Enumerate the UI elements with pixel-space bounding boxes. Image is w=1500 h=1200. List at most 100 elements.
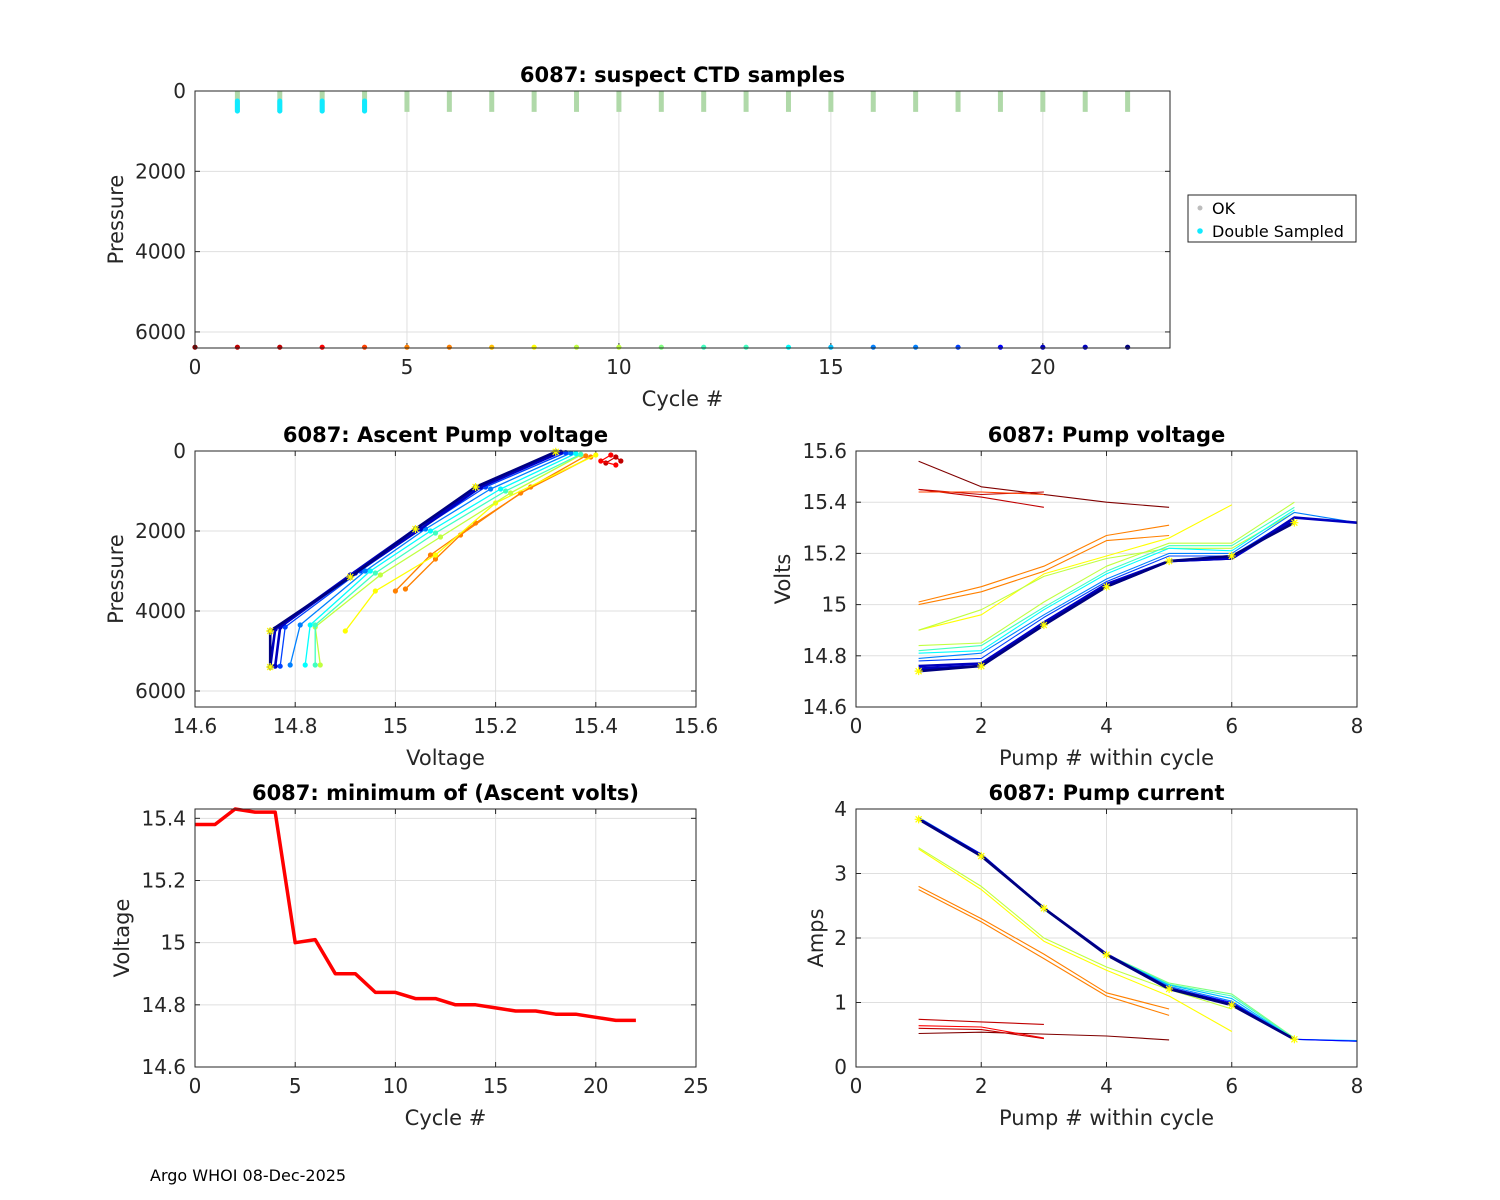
series-point xyxy=(402,586,409,592)
series-point xyxy=(583,453,589,459)
series-line-cycle-2 xyxy=(918,1027,1044,1040)
series-line-cycle-10 xyxy=(918,501,1295,647)
series-line-cycle-16 xyxy=(289,452,572,666)
profile-end-point xyxy=(658,344,664,350)
series-point xyxy=(392,588,398,594)
profile-end-point xyxy=(955,344,961,350)
chart-ascent: 14.6 14.8 15 15.2 15.4 15.6 0 2000 4000 6000 6087:… xyxy=(104,423,718,770)
latest-cycle-star-marker xyxy=(914,667,923,676)
x-tick-label: 15.2 xyxy=(473,714,518,738)
x-tick-label: 14.6 xyxy=(173,714,218,738)
y-tick-label: 2000 xyxy=(135,519,186,543)
series-line-cycle-8 xyxy=(918,504,1233,631)
series-point xyxy=(297,622,303,628)
legend-ok-label: OK xyxy=(1212,199,1236,218)
series-line-cycle-22 xyxy=(268,450,557,667)
profile-end-point xyxy=(1082,344,1088,350)
chart-minvolt: 0 5 10 15 20 25 14.6 14.8 15 15.2 15.4 6087: minimu… xyxy=(110,781,709,1130)
x-tick-label: 4 xyxy=(1100,714,1113,738)
series-line-cycle-9 xyxy=(918,511,1295,631)
x-tick-label: 14.8 xyxy=(273,714,318,738)
series-point xyxy=(342,628,348,634)
series-point xyxy=(508,490,514,496)
series-point xyxy=(573,450,579,456)
series-point xyxy=(427,552,434,558)
series-point xyxy=(372,570,378,576)
x-tick-label: 25 xyxy=(683,1074,708,1098)
x-tick-label: 2 xyxy=(975,714,988,738)
profile-end-point xyxy=(616,344,622,350)
plot-frame xyxy=(855,450,1358,708)
latest-cycle-star-marker xyxy=(1290,518,1299,527)
x-tick-label: 2 xyxy=(975,1074,988,1098)
series-point xyxy=(307,622,313,628)
y-axis-label: Volts xyxy=(771,554,795,605)
series-point xyxy=(362,568,368,574)
series-point xyxy=(608,452,614,458)
chart-pumpvolt: 0 2 4 6 8 14.6 14.8 15 15.2 15.4 15.6 6087: Pump vo… xyxy=(771,423,1363,770)
series-point xyxy=(302,662,308,668)
y-tick-label: 4 xyxy=(834,797,847,821)
legend-box xyxy=(1187,194,1357,243)
series-point xyxy=(613,454,619,460)
plot-frame xyxy=(194,450,697,708)
y-tick-label: 15.4 xyxy=(802,490,847,514)
series-line-cycle-0 xyxy=(918,1031,1170,1041)
y-axis-label: Voltage xyxy=(110,899,134,978)
series-point xyxy=(372,588,378,594)
latest-cycle-star-marker xyxy=(266,627,275,635)
y-tick-label: 15.2 xyxy=(141,868,186,892)
series-point xyxy=(312,622,318,628)
series-line-cycle-12 xyxy=(314,453,582,665)
profile-end-point xyxy=(1125,344,1131,350)
series-point xyxy=(312,662,318,668)
x-tick-label: 4 xyxy=(1100,1074,1113,1098)
latest-cycle-star-marker xyxy=(1102,582,1111,591)
x-tick-label: 6 xyxy=(1225,714,1238,738)
y-tick-label: 3 xyxy=(834,862,847,886)
x-axis-label: Pump # within cycle xyxy=(999,746,1214,770)
series-point xyxy=(432,552,439,558)
x-tick-label: 0 xyxy=(189,355,202,379)
latest-cycle-star-marker xyxy=(914,815,923,824)
legend-ok-marker xyxy=(1197,205,1203,211)
latest-cycle-star-marker xyxy=(551,447,560,456)
latest-cycle-star-marker xyxy=(1102,950,1111,959)
plot-frame xyxy=(194,808,697,1068)
y-tick-label: 1 xyxy=(834,991,847,1015)
latest-cycle-star-marker xyxy=(411,525,420,533)
profile-end-point xyxy=(870,344,876,350)
series-line-cycle-6 xyxy=(918,524,1170,603)
y-tick-label: 6000 xyxy=(135,679,186,703)
series-line-cycle-3 xyxy=(918,1025,1044,1039)
y-axis-label: Amps xyxy=(804,908,828,967)
series-point xyxy=(503,488,509,494)
series-point xyxy=(598,458,604,464)
series-line-cycle-10 xyxy=(314,454,582,666)
x-axis-label: Pump # within cycle xyxy=(999,1106,1214,1130)
x-tick-label: 8 xyxy=(1351,714,1364,738)
x-tick-label: 8 xyxy=(1351,1074,1364,1098)
series-line-cycle-5 xyxy=(918,885,1170,1010)
legend-double-label: Double Sampled xyxy=(1212,222,1344,241)
series-line-cycle-8 xyxy=(918,848,1233,1032)
y-axis-label: Pressure xyxy=(104,175,128,265)
y-tick-label: 6000 xyxy=(135,320,186,344)
chart-title: 6087: Pump voltage xyxy=(988,423,1226,447)
x-tick-label: 15.6 xyxy=(674,714,719,738)
x-tick-label: 15 xyxy=(483,1074,508,1098)
chart-title: 6087: minimum of (Ascent volts) xyxy=(252,781,639,805)
x-axis-label: Cycle # xyxy=(405,1106,487,1130)
latest-cycle-star-marker xyxy=(471,483,480,491)
latest-cycle-star-marker xyxy=(1039,621,1048,630)
legend: OK Double Sampled xyxy=(1187,194,1357,243)
x-tick-label: 5 xyxy=(289,1074,302,1098)
profile-end-point xyxy=(743,344,749,350)
chart-suspect: 0 5 10 15 20 0 2000 4000 6000 OK Double Sampled 608… xyxy=(104,63,1357,411)
y-tick-label: 2000 xyxy=(135,159,186,183)
series-point xyxy=(568,450,574,456)
min-voltage-line xyxy=(195,807,636,1023)
latest-cycle-star-marker xyxy=(1165,557,1174,566)
y-tick-label: 2 xyxy=(834,926,847,950)
